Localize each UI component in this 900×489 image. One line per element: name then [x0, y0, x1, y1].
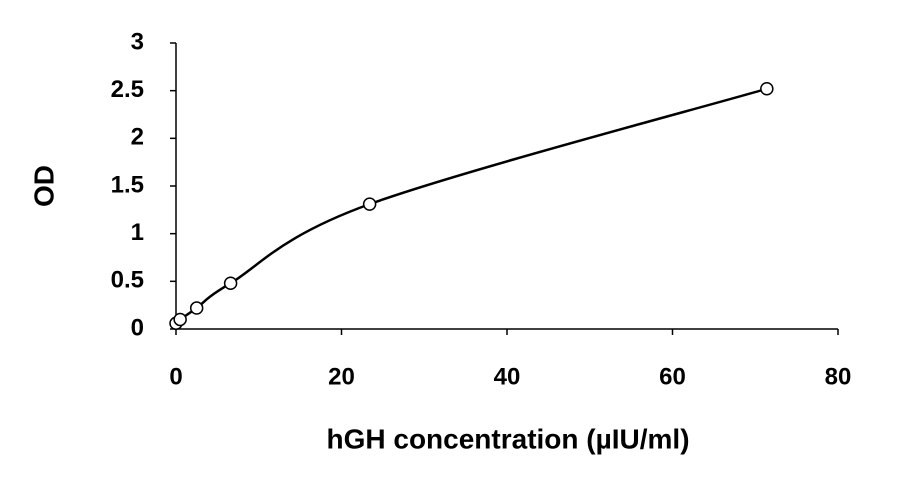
fit-curve	[175, 87, 768, 325]
y-axis-label: OD	[28, 165, 59, 207]
y-tick-label: 2.5	[111, 76, 144, 103]
y-tick-label: 3	[131, 28, 144, 55]
x-tick-label: 80	[825, 363, 852, 390]
x-tick-label: 20	[328, 363, 355, 390]
x-tick-label: 60	[659, 363, 686, 390]
y-tick-label: 0.5	[111, 267, 144, 294]
data-point	[223, 276, 238, 290]
x-tick-label: 0	[169, 363, 182, 390]
data-point	[189, 301, 204, 315]
y-tick-label: 0	[131, 314, 144, 341]
data-point	[760, 82, 774, 96]
data-point	[362, 197, 377, 211]
y-tick-label: 2	[131, 124, 144, 151]
x-tick-label: 40	[494, 363, 521, 390]
x-axis-label: hGH concentration (µIU/ml)	[326, 423, 689, 454]
data-point	[173, 312, 187, 327]
y-tick-label: 1	[131, 219, 144, 246]
y-tick-label: 1.5	[111, 171, 144, 198]
